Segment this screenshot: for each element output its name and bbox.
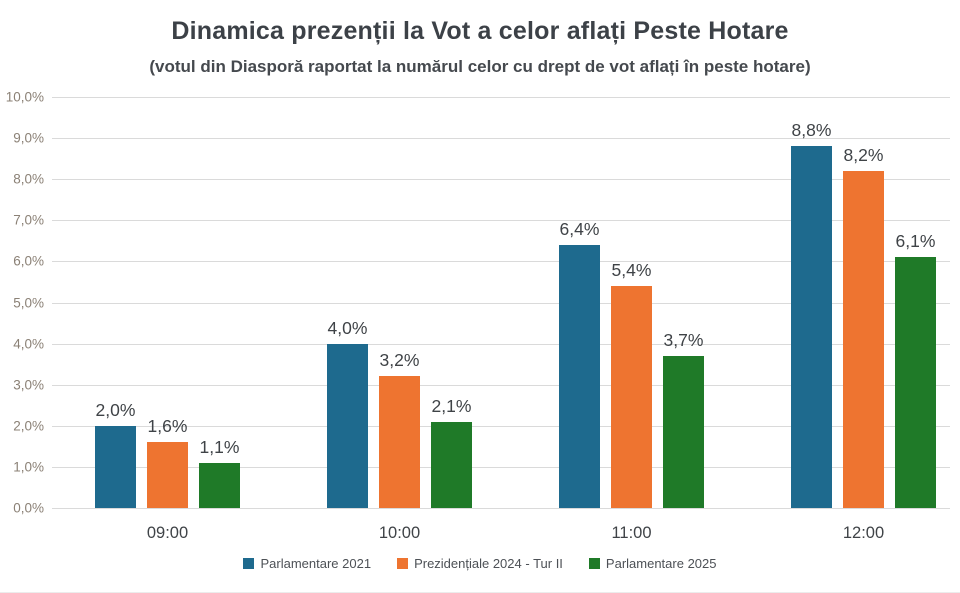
y-axis-tick-label: 5,0%	[13, 295, 44, 310]
y-axis-tick-label: 7,0%	[13, 212, 44, 228]
x-axis-tick-label: 10:00	[378, 524, 421, 542]
gridline	[52, 261, 950, 263]
legend-swatch-icon	[588, 558, 600, 569]
legend-item: Prezidențiale 2024 - Tur II	[397, 556, 563, 571]
legend-label: Prezidențiale 2024 - Tur II	[414, 556, 563, 571]
bar-preziden-iale-2024-tur-ii-0900	[147, 442, 188, 508]
y-axis-tick-label: 8,0%	[13, 171, 44, 187]
gridline	[52, 302, 950, 304]
y-axis-tick-label: 1,0%	[13, 459, 44, 475]
bar-parlamentare-2025-1000	[431, 421, 472, 508]
bar-value-label: 2,1%	[431, 395, 472, 416]
gridline	[52, 97, 950, 98]
bar-value-label: 2,0%	[95, 399, 136, 420]
gridline	[52, 220, 950, 222]
y-axis-tick-label: 2,0%	[13, 418, 44, 434]
x-axis-tick-label: 09:00	[146, 524, 189, 542]
gridline	[52, 425, 950, 427]
bar-parlamentare-2025-0900	[199, 462, 240, 508]
bar-parlamentare-2025-1200	[895, 257, 936, 508]
bar-value-label: 3,7%	[663, 329, 704, 350]
bar-value-label: 6,4%	[559, 218, 600, 239]
bar-preziden-iale-2024-tur-ii-1200	[843, 170, 884, 508]
legend-label: Parlamentare 2021	[260, 556, 372, 571]
bar-parlamentare-2021-1200	[791, 146, 832, 508]
chart-subtitle: (votul din Diasporă raportat la numărul …	[149, 57, 811, 76]
legend: Parlamentare 2021 Prezidențiale 2024 - Tu…	[0, 556, 960, 571]
legend-label: Parlamentare 2025	[605, 556, 717, 571]
chart-title: Dinamica prezenții la Vot a celor aflați…	[171, 17, 789, 45]
plot-area: 2,0% 1,6% 1,1% 4,0% 3,2% 2,1% 6,4% 5,4% 3,7% 8,8%…	[52, 97, 950, 509]
bar-preziden-iale-2024-tur-ii-1000	[379, 376, 420, 508]
bar-parlamentare-2021-1000	[327, 343, 368, 508]
y-axis-tick-label: 0,0%	[13, 500, 44, 516]
gridline	[52, 466, 950, 468]
gridline	[52, 179, 950, 181]
y-axis-tick-label: 9,0%	[13, 130, 44, 146]
legend-item: Parlamentare 2025	[588, 556, 717, 571]
bar-value-label: 1,1%	[199, 436, 240, 457]
y-axis-tick-label: 6,0%	[13, 253, 44, 269]
bar-value-label: 5,4%	[611, 260, 652, 281]
legend-swatch-icon	[243, 558, 255, 569]
gridline	[52, 508, 950, 509]
x-axis-tick-label: 12:00	[842, 524, 885, 542]
y-axis-tick-label: 10,0%	[5, 89, 44, 105]
bar-preziden-iale-2024-tur-ii-1100	[611, 286, 652, 508]
bar-value-label: 8,2%	[843, 144, 884, 165]
bar-value-label: 1,6%	[147, 416, 188, 437]
bar-parlamentare-2021-0900	[95, 425, 136, 508]
x-axis-tick-label: 11:00	[611, 524, 652, 542]
bar-value-label: 6,1%	[895, 231, 936, 252]
legend-swatch-icon	[397, 558, 409, 569]
bar-value-label: 3,2%	[379, 350, 420, 371]
y-axis-tick-label: 4,0%	[13, 336, 44, 352]
bar-value-label: 8,8%	[791, 120, 832, 141]
bar-parlamentare-2021-1100	[559, 244, 600, 508]
gridline	[52, 343, 950, 345]
bar-parlamentare-2025-1100	[663, 355, 704, 508]
bar-value-label: 4,0%	[327, 317, 368, 338]
gridline	[52, 384, 950, 386]
gridline	[52, 138, 950, 140]
y-axis-tick-label: 3,0%	[13, 377, 44, 393]
legend-item: Parlamentare 2021	[243, 556, 371, 571]
